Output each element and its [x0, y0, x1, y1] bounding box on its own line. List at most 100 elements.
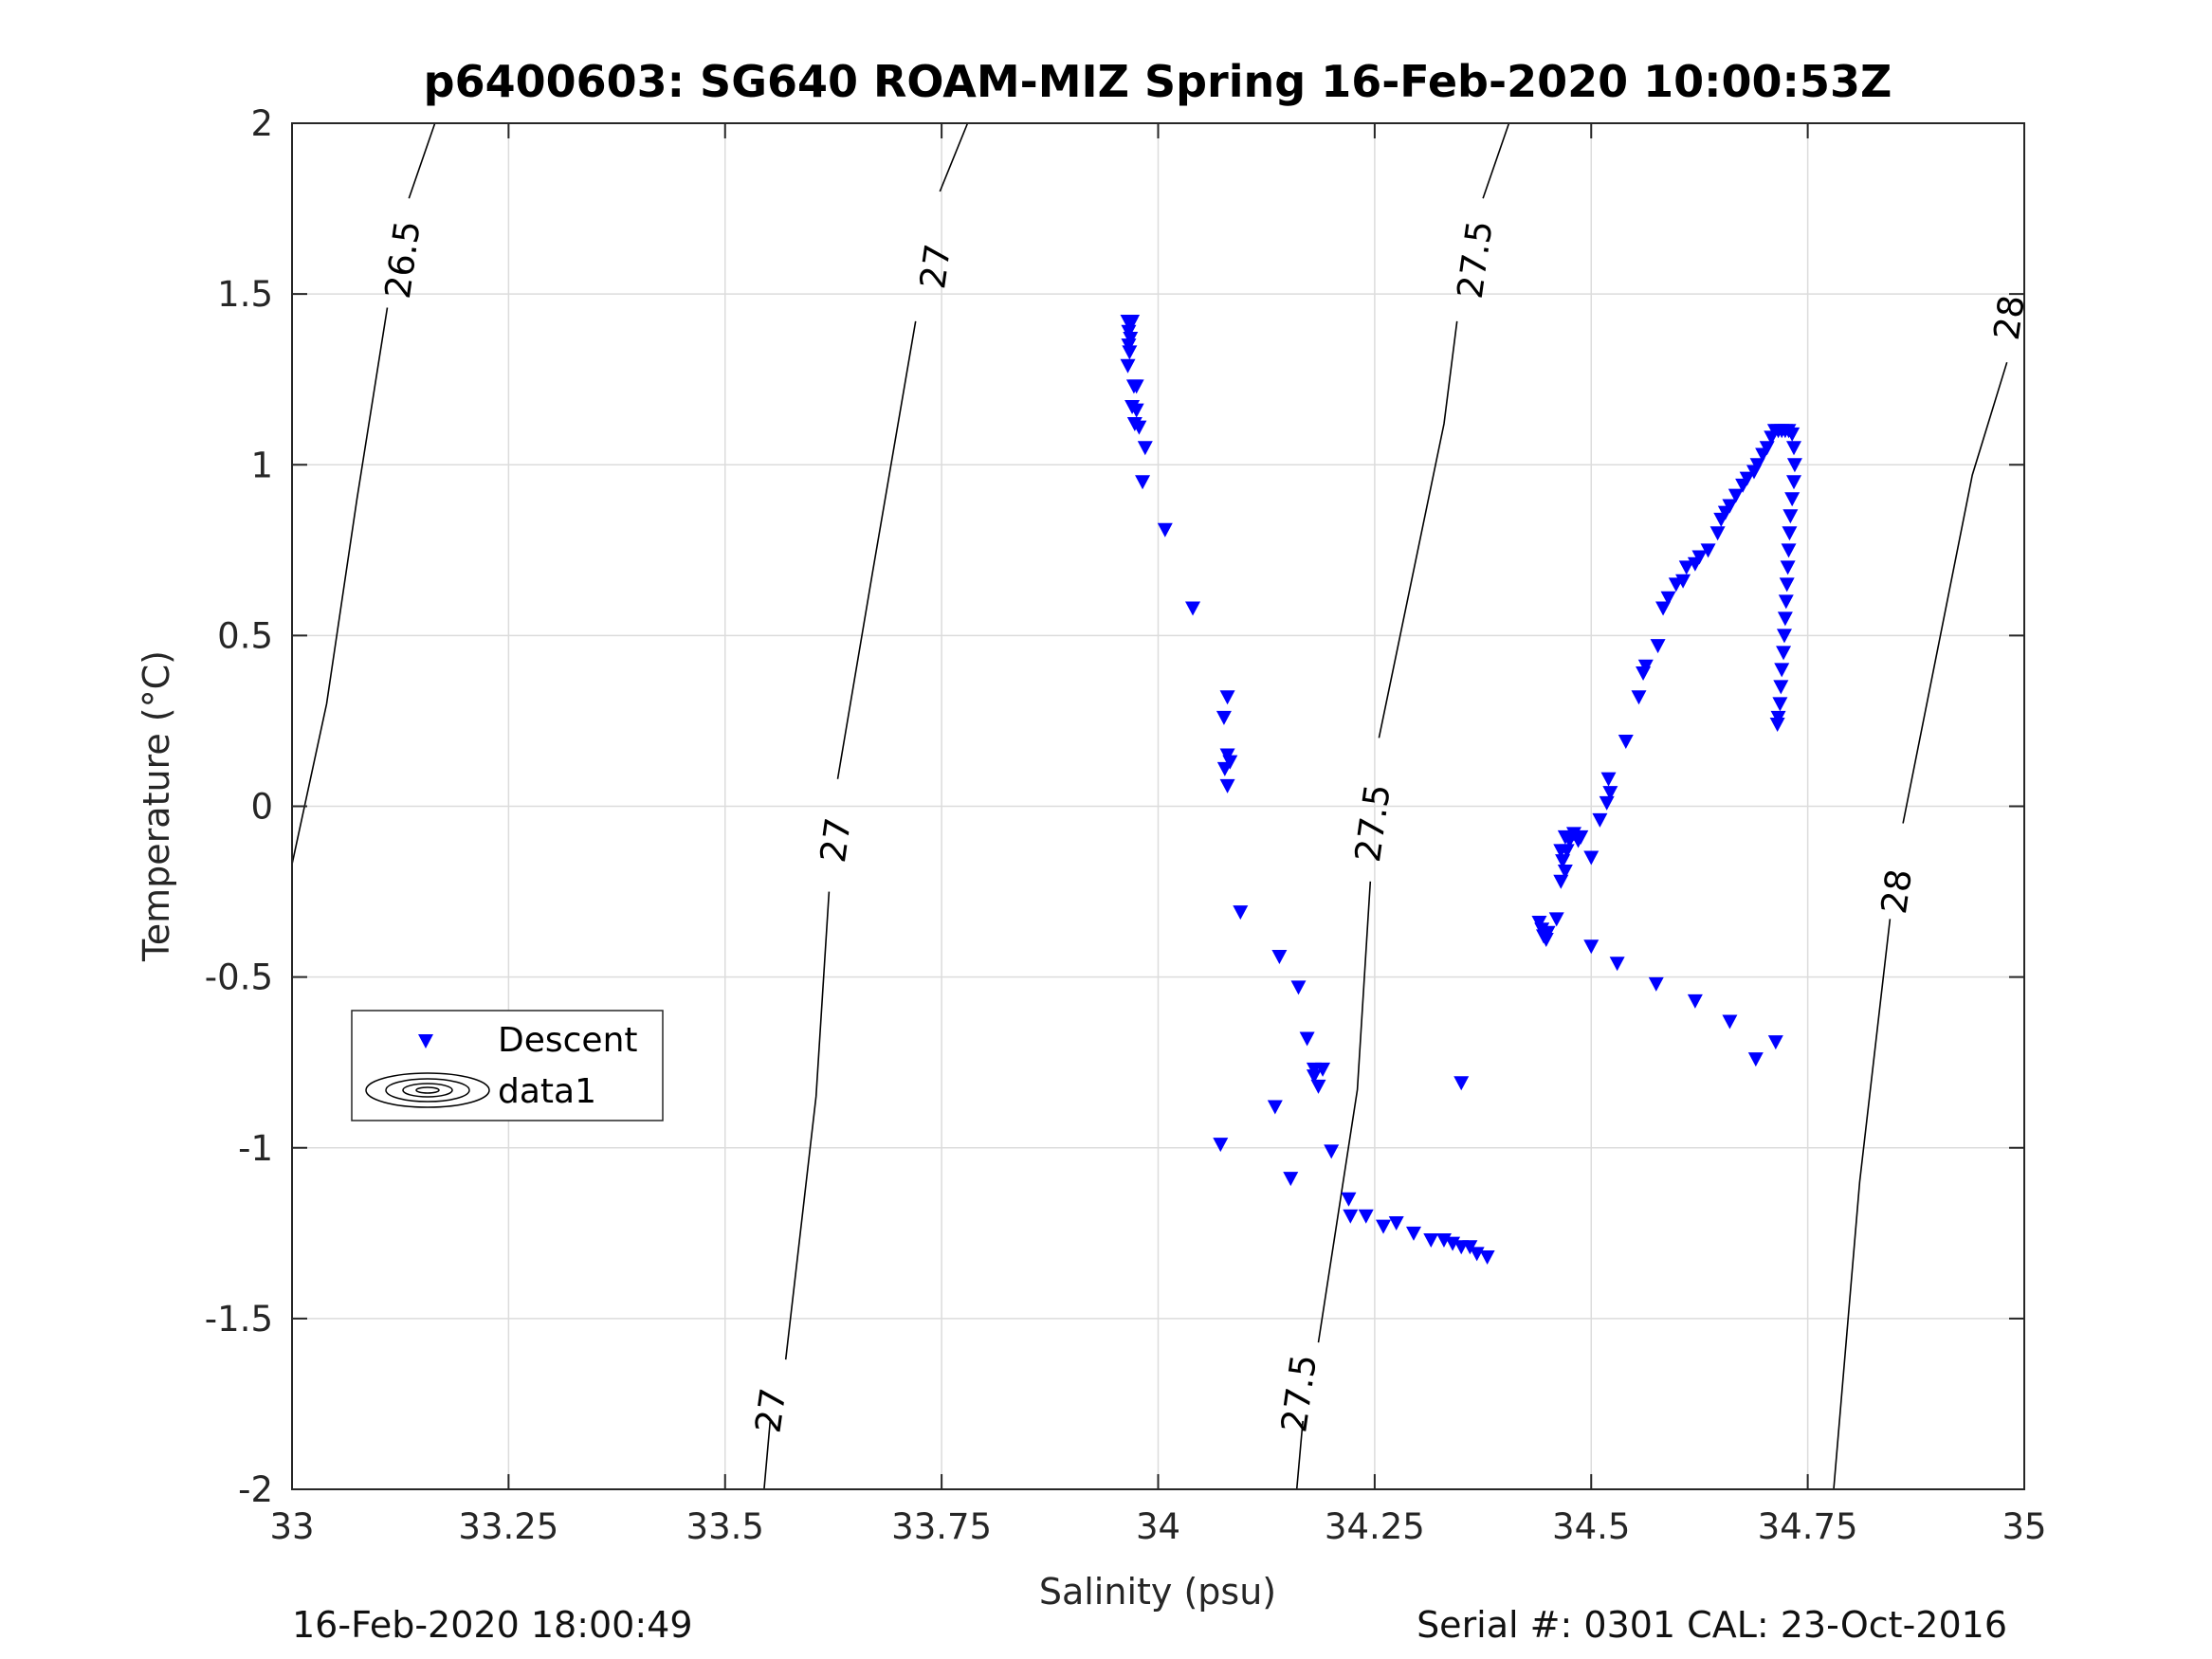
isopycnal-line [1378, 320, 1458, 738]
y-tick-label: 0.5 [217, 615, 273, 656]
y-tick-label: -2 [238, 1469, 273, 1510]
descent-point [1479, 1250, 1495, 1266]
descent-point [1548, 912, 1564, 927]
descent-point [1759, 441, 1775, 456]
footer-date: 16-Feb-2020 18:00:49 [292, 1604, 693, 1646]
descent-point [1691, 550, 1708, 565]
isopycnal-label: 27 [747, 1386, 794, 1436]
descent-point [1131, 420, 1147, 435]
descent-point [1675, 574, 1691, 589]
isopycnal-line [784, 891, 831, 1360]
descent-point [1592, 812, 1608, 828]
isopycnal-label: 27.5 [1347, 781, 1398, 865]
x-axis-label: Salinity (psu) [1039, 1571, 1276, 1613]
descent-point [1655, 601, 1672, 616]
isopycnal-label: 27 [912, 242, 959, 292]
descent-point [1122, 345, 1138, 360]
descent-point [1283, 1172, 1299, 1187]
descent-point [1583, 850, 1600, 866]
descent-point [1137, 441, 1153, 456]
descent-point [1728, 488, 1744, 503]
descent-point [1324, 1144, 1340, 1159]
descent-point [1233, 905, 1249, 921]
descent-point [1540, 925, 1556, 940]
descent-point [1306, 1069, 1322, 1085]
isopycnal-line [1833, 919, 1892, 1490]
descent-point [1120, 358, 1136, 374]
descent-point [1157, 522, 1173, 538]
isopycnal-label: 26.5 [377, 218, 429, 301]
isopycnal-line [1295, 1420, 1304, 1490]
descent-point [1648, 976, 1664, 992]
descent-point [1747, 1052, 1764, 1067]
x-tick-label: 34 [1136, 1506, 1180, 1547]
descent-point [1772, 697, 1788, 712]
descent-point [1782, 509, 1799, 524]
isopycnal-line [939, 122, 969, 192]
legend-contour-icon [365, 1072, 490, 1108]
descent-point [1739, 471, 1755, 486]
descent-point [1600, 772, 1617, 787]
descent-point [1124, 314, 1141, 329]
descent-point [1553, 874, 1569, 889]
legend-box [351, 1010, 664, 1121]
descent-point [1786, 475, 1802, 490]
isopycnal-line [1317, 881, 1372, 1343]
descent-point [1128, 403, 1144, 418]
descent-point [1784, 492, 1801, 507]
legend: Descent data1 [351, 1010, 664, 1121]
descent-point [1602, 786, 1618, 801]
chart-title: p6400603: SG640 ROAM-MIZ Spring 16-Feb-2… [424, 56, 1892, 107]
descent-point [1722, 499, 1738, 514]
y-tick-label: -0.5 [205, 957, 273, 998]
descent-point [1185, 601, 1201, 616]
descent-point [1216, 710, 1232, 725]
isopycnal-line [1902, 361, 2008, 824]
descent-point [1299, 1031, 1315, 1047]
descent-point [1782, 526, 1798, 541]
descent-point [1709, 526, 1726, 541]
descent-point [1749, 458, 1765, 473]
x-tick-label: 33.25 [458, 1506, 558, 1547]
y-axis-label: Temperature (°C) [136, 650, 177, 962]
descent-point [1779, 577, 1795, 592]
isopycnal-line [836, 320, 917, 779]
descent-point [1538, 932, 1554, 947]
descent-point [1290, 980, 1307, 995]
x-tick-label: 35 [2002, 1506, 2046, 1547]
x-tick-label: 33.75 [891, 1506, 992, 1547]
descent-point [1660, 591, 1676, 606]
descent-point [1423, 1233, 1439, 1249]
y-tick-label: 1.5 [217, 274, 273, 315]
descent-point [1778, 594, 1794, 610]
descent-point [1786, 458, 1802, 473]
descent-point [1555, 854, 1571, 869]
isopycnal-line [763, 1420, 772, 1490]
x-tick-label: 33 [269, 1506, 314, 1547]
descent-point [1767, 1035, 1783, 1050]
descent-point [1405, 1226, 1421, 1241]
descent-point [1453, 1076, 1470, 1091]
descent-point [1271, 950, 1288, 965]
x-tick-label: 34.25 [1325, 1506, 1425, 1547]
x-tick-label: 34.75 [1758, 1506, 1858, 1547]
descent-point [1769, 718, 1785, 733]
descent-point [1219, 690, 1235, 705]
descent-point [1135, 475, 1151, 490]
grid-lines [292, 123, 2024, 1489]
descent-point [1781, 543, 1797, 558]
isopycnal-line [291, 307, 389, 865]
descent-point [1341, 1192, 1357, 1207]
descent-point [1777, 611, 1793, 627]
descent-point [1315, 1062, 1331, 1077]
descent-point [1557, 830, 1573, 845]
descent-point [1773, 680, 1789, 695]
isopycnal-label: 28 [1874, 866, 1920, 917]
descent-point [1599, 795, 1615, 811]
y-axis-ticks: -2 -1.5 -1 -0.5 0 0.5 1 1.5 2 [205, 103, 2024, 1510]
descent-point [1774, 663, 1790, 678]
descent-point [1128, 379, 1144, 394]
descent-point [1358, 1209, 1374, 1224]
descent-point [1780, 560, 1796, 575]
